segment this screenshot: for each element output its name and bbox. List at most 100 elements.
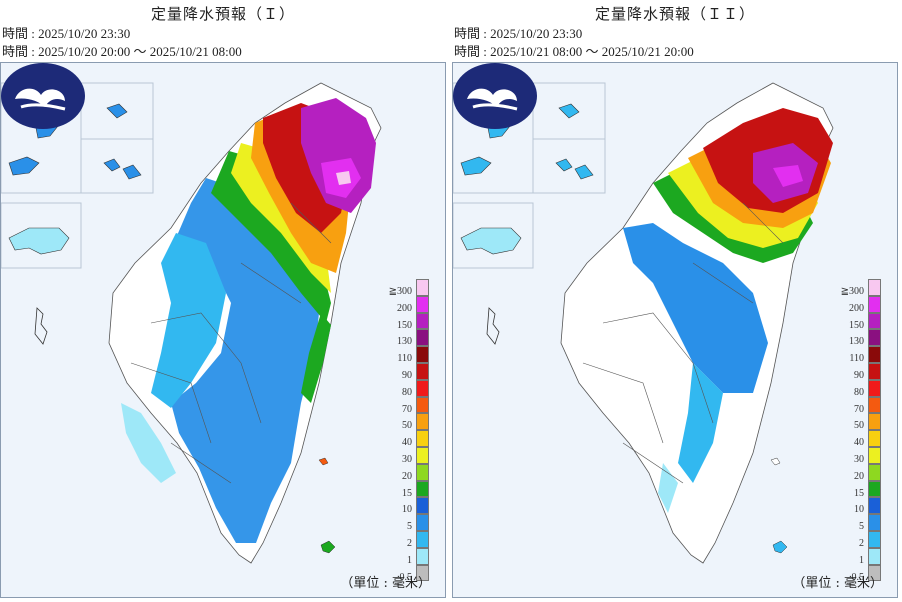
legend-row: 5 xyxy=(373,514,433,533)
legend-row: 15 xyxy=(825,480,885,499)
legend-swatch xyxy=(416,530,429,548)
legend-label: 2 xyxy=(859,537,864,549)
legend-swatch xyxy=(416,547,429,565)
legend-row: 150 xyxy=(373,312,433,331)
legend-label: 150 xyxy=(849,319,864,331)
legend-swatch xyxy=(416,497,429,515)
legend-swatch xyxy=(416,480,429,498)
legend-row: 50 xyxy=(825,413,885,432)
legend-swatch xyxy=(868,379,881,397)
legend-swatch xyxy=(416,312,429,330)
legend-label: 130 xyxy=(849,336,864,348)
rainfall-legend: ≧300 200 150 130 110 90 80 70 50 40 30 20 15 10 5 2 1 0.5 xyxy=(373,279,433,583)
legend-label: 40 xyxy=(402,437,412,449)
legend-swatch xyxy=(868,497,881,515)
legend-swatch xyxy=(868,362,881,380)
legend-row: 0.5 xyxy=(373,564,433,583)
legend-swatch xyxy=(868,480,881,498)
forecast-panel-2: 定量降水預報（ＩＩ） 時間 : 2025/10/20 23:30 時間 : 20… xyxy=(452,0,898,602)
legend-row: 80 xyxy=(373,379,433,398)
legend-label: 200 xyxy=(397,302,412,314)
legend-row: 2 xyxy=(373,530,433,549)
legend-label: 50 xyxy=(854,420,864,432)
legend-label: 2 xyxy=(407,537,412,549)
legend-row: ≧300 xyxy=(825,279,885,297)
legend-label: 1 xyxy=(859,554,864,566)
rainfall-map: ≧300 200 150 130 110 90 80 70 50 40 30 20 15 10 5 2 1 0.5… xyxy=(0,62,446,598)
legend-swatch xyxy=(416,413,429,431)
legend-label: 90 xyxy=(402,369,412,381)
legend-row: 40 xyxy=(825,430,885,448)
legend-swatch xyxy=(868,547,881,565)
legend-label: 10 xyxy=(854,504,864,516)
legend-swatch xyxy=(416,446,429,464)
legend-swatch xyxy=(416,346,429,363)
legend-label: 90 xyxy=(854,369,864,381)
legend-swatch xyxy=(416,396,429,414)
legend-label: 20 xyxy=(402,470,412,482)
legend-swatch xyxy=(416,295,429,313)
legend-row: 90 xyxy=(825,362,885,381)
valid-period: 時間 : 2025/10/21 08:00 ～ 2025/10/21 20:00 xyxy=(454,44,694,59)
panel-title: 定量降水預報（ＩＩ） xyxy=(594,5,755,23)
legend-swatch xyxy=(868,564,881,582)
legend-row: 110 xyxy=(825,346,885,365)
legend-swatch xyxy=(868,312,881,330)
issue-time: 時間 : 2025/10/20 23:30 xyxy=(454,26,583,41)
legend-label: 80 xyxy=(854,386,864,398)
legend-label: 70 xyxy=(402,403,412,415)
legend-swatch xyxy=(868,530,881,548)
legend-row: 40 xyxy=(373,430,433,449)
legend-label: 0.5 xyxy=(399,571,413,583)
legend-swatch xyxy=(868,446,881,464)
legend-label: 1 xyxy=(407,554,412,566)
legend-row: ≧300 xyxy=(373,279,433,297)
legend-row: 15 xyxy=(373,480,433,499)
legend-row: 200 xyxy=(825,295,885,314)
unit-label: （單位 : 毫米） xyxy=(792,576,883,591)
legend-row: 80 xyxy=(825,379,885,398)
legend-row: 130 xyxy=(825,329,885,348)
taiwan-rainfall-map-1 xyxy=(1,82,382,564)
legend-label: 70 xyxy=(854,403,864,415)
legend-label: 80 xyxy=(402,386,412,398)
kinmen-inset xyxy=(80,82,154,194)
legend-swatch xyxy=(868,346,881,363)
legend-row: 20 xyxy=(373,463,433,482)
valid-period: 時間 : 2025/10/20 20:00 ～ 2025/10/21 08:00 xyxy=(2,44,242,59)
legend-swatch xyxy=(416,362,429,380)
legend-label: ≧300 xyxy=(840,286,864,297)
legend-label: 5 xyxy=(407,521,412,533)
legend-swatch xyxy=(416,514,429,531)
legend-row: 5 xyxy=(825,514,885,532)
legend-label: ≧300 xyxy=(388,286,412,297)
legend-swatch xyxy=(868,430,881,447)
legend-row: 2 xyxy=(825,530,885,549)
rainfall-legend: ≧300 200 150 130 110 90 80 70 50 40 30 20 15 10 5 2 1 0.5 xyxy=(825,279,885,583)
legend-row: 70 xyxy=(373,396,433,415)
legend-label: 20 xyxy=(854,470,864,482)
legend-label: 200 xyxy=(849,302,864,314)
legend-swatch xyxy=(868,463,881,481)
legend-swatch xyxy=(416,379,429,397)
legend-row: 200 xyxy=(373,295,433,314)
legend-swatch xyxy=(416,463,429,481)
forecast-panel-1: 定量降水預報（Ｉ） 時間 : 2025/10/20 23:30 時間 : 202… xyxy=(0,0,446,602)
legend-label: 0.5 xyxy=(851,571,865,583)
legend-swatch xyxy=(868,413,881,431)
legend-label: 110 xyxy=(397,353,412,365)
legend-swatch xyxy=(416,430,429,447)
rainfall-map: ≧300 200 150 130 110 90 80 70 50 40 30 20 15 10 5 2 1 0.5… xyxy=(452,62,898,598)
legend-label: 130 xyxy=(397,336,412,348)
legend-label: 30 xyxy=(402,453,412,465)
legend-row: 30 xyxy=(825,446,885,465)
legend-label: 110 xyxy=(849,353,864,365)
unit-label: （單位 : 毫米） xyxy=(340,576,431,591)
legend-row: 130 xyxy=(373,329,433,348)
taiwan-rainfall-map-2 xyxy=(453,82,834,564)
cwa-cloud-logo-icon xyxy=(453,63,537,129)
legend-swatch xyxy=(416,329,429,347)
legend-row: 50 xyxy=(373,413,433,431)
legend-row: 1 xyxy=(825,547,885,566)
legend-swatch xyxy=(416,279,429,296)
